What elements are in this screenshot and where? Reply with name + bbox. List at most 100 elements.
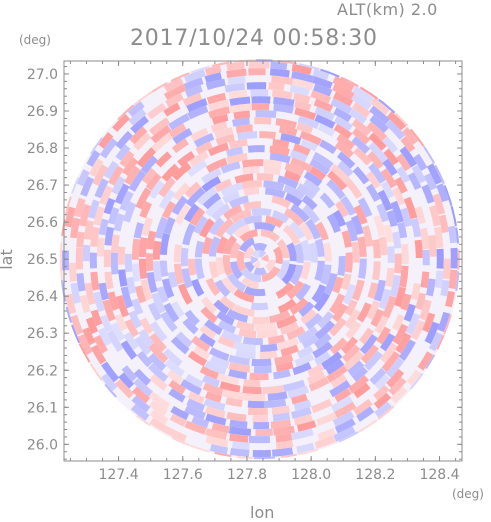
radar-cell <box>98 132 114 149</box>
radar-cell <box>321 351 343 370</box>
radar-cell <box>149 321 168 342</box>
radar-cell <box>229 261 243 280</box>
radar-cell <box>394 176 408 194</box>
radar-cell <box>445 290 456 308</box>
radar-cell <box>314 435 336 449</box>
radar-cell <box>127 101 145 117</box>
radar-cell <box>132 386 151 404</box>
radar-cell <box>372 261 381 281</box>
radar-cell <box>151 132 173 152</box>
radar-cell <box>183 203 200 223</box>
radar-cell <box>208 217 225 236</box>
radar-cell <box>428 332 443 352</box>
radar-cell <box>329 293 346 315</box>
radar-cell <box>140 155 158 174</box>
radar-cell <box>422 312 436 333</box>
radar-cell <box>255 59 273 62</box>
radar-cell <box>332 209 347 228</box>
radar-cell <box>344 299 358 317</box>
radar-cell <box>428 205 441 227</box>
radar-cell <box>145 253 154 272</box>
y-tick-label: 26.6 <box>27 215 58 231</box>
radar-cell <box>296 420 317 432</box>
radar-cell <box>241 166 260 175</box>
radar-cell <box>186 398 206 412</box>
radar-cell <box>184 309 200 326</box>
radar-cell <box>314 320 336 340</box>
radar-cell <box>191 278 205 297</box>
radar-cell <box>229 419 248 429</box>
radar-cell <box>247 407 268 416</box>
radar-cell <box>240 268 262 283</box>
radar-cell <box>291 63 312 75</box>
radar-cell <box>317 427 336 441</box>
radar-cell <box>80 176 95 197</box>
radar-cell <box>168 379 186 395</box>
radar-cell <box>273 103 294 114</box>
radar-cell <box>320 264 332 285</box>
radar-cell <box>455 271 460 292</box>
radar-cell <box>290 149 308 163</box>
radar-cell <box>101 361 120 383</box>
radar-cell <box>314 260 325 282</box>
y-tick-label: 27.0 <box>27 67 58 83</box>
radar-cell <box>242 201 261 211</box>
radar-cell <box>275 282 295 299</box>
radar-cell <box>313 98 334 113</box>
radar-cell <box>185 187 206 208</box>
radar-cell <box>351 136 371 154</box>
radar-cell <box>352 85 374 104</box>
radar-cell <box>357 236 367 257</box>
altitude-label: ALT(km) 2.0 <box>337 0 438 19</box>
radar-cell <box>376 326 391 345</box>
radar-cell <box>419 299 432 321</box>
radar-cell <box>148 391 171 410</box>
radar-cell <box>311 284 327 303</box>
radar-cell <box>334 401 357 419</box>
radar-cell <box>350 215 364 235</box>
radar-cell <box>173 263 185 285</box>
radar-cell <box>234 173 254 184</box>
radar-cell <box>415 292 427 310</box>
radar-cell <box>141 216 153 237</box>
radar-cell <box>131 263 141 282</box>
radar-cell <box>400 135 416 153</box>
radar-cell <box>114 313 128 332</box>
radar-cell <box>196 186 218 206</box>
radar-cell <box>314 238 325 257</box>
radar-cell <box>152 240 162 260</box>
y-tick-label: 26.0 <box>27 437 58 453</box>
radar-cell <box>312 68 330 81</box>
radar-cell <box>304 312 323 330</box>
radar-cell <box>313 83 333 97</box>
radar-cell <box>399 265 409 288</box>
radar-cell <box>330 374 348 389</box>
radar-cell <box>312 151 334 169</box>
radar-cell <box>312 76 333 90</box>
radar-cell <box>114 183 130 205</box>
radar-cell <box>261 266 281 282</box>
radar-cell <box>284 192 303 207</box>
radar-cell <box>99 137 118 159</box>
radar-cell <box>216 310 235 326</box>
radar-cell <box>370 97 390 116</box>
radar-cell <box>177 283 193 305</box>
radar-cell <box>290 157 313 173</box>
radar-cell <box>295 283 311 301</box>
radar-cell <box>271 195 292 209</box>
radar-cell <box>102 299 116 322</box>
radar-cell <box>86 150 101 167</box>
radar-cell <box>133 377 153 397</box>
radar-cell <box>344 308 361 329</box>
radar-cell <box>221 329 243 343</box>
radar-cell <box>223 235 238 255</box>
radar-cell <box>365 183 381 202</box>
radar-cell <box>299 130 322 146</box>
radar-cell <box>369 105 391 125</box>
radar-cell <box>131 395 151 413</box>
radar-cell <box>184 181 202 198</box>
radar-cell <box>326 213 341 233</box>
radar-cell <box>228 426 252 436</box>
radar-cell <box>163 77 184 93</box>
radar-cell <box>310 90 332 104</box>
